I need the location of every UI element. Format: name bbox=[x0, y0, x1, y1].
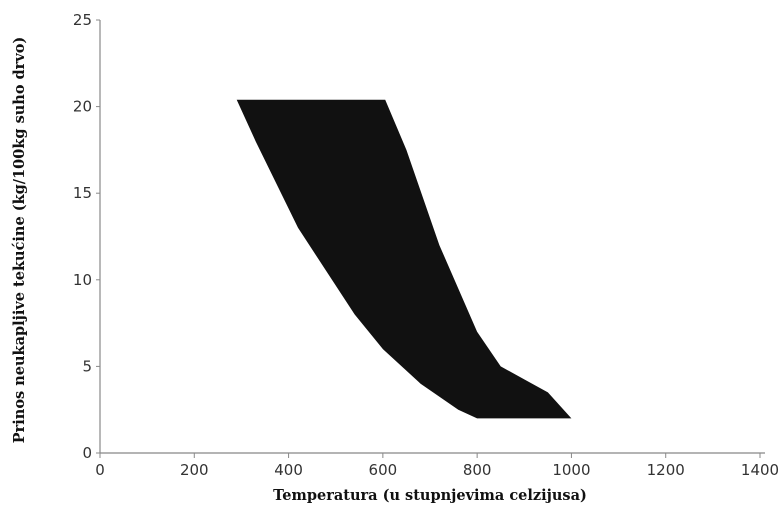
x-tick-label: 400 bbox=[274, 461, 303, 479]
x-axis-title: Temperatura (u stupnjevima celzijusa) bbox=[273, 487, 587, 504]
x-tick-label: 0 bbox=[95, 461, 105, 479]
plot-area bbox=[236, 99, 572, 419]
y-tick-label: 5 bbox=[82, 357, 92, 375]
y-tick-label: 25 bbox=[73, 11, 92, 29]
y-tick-label: 10 bbox=[73, 271, 92, 289]
y-tick-label: 20 bbox=[73, 98, 92, 116]
y-axis-title: Prinos neukapljive tekućine (kg/100kg su… bbox=[11, 37, 28, 444]
x-tick-label: 200 bbox=[180, 461, 209, 479]
x-tick-label: 800 bbox=[463, 461, 492, 479]
shaded-yield-region bbox=[236, 99, 572, 419]
y-tick-label: 15 bbox=[73, 184, 92, 202]
x-tick-label: 600 bbox=[369, 461, 398, 479]
y-tick-label: 0 bbox=[82, 444, 92, 462]
x-tick-label: 1000 bbox=[552, 461, 590, 479]
y-axis-ticks: 0 5 10 15 20 25 bbox=[73, 11, 100, 462]
x-tick-label: 1400 bbox=[741, 461, 779, 479]
x-axis-ticks: 0 200 400 600 800 1000 1200 1400 bbox=[95, 453, 779, 479]
x-tick-label: 1200 bbox=[647, 461, 685, 479]
